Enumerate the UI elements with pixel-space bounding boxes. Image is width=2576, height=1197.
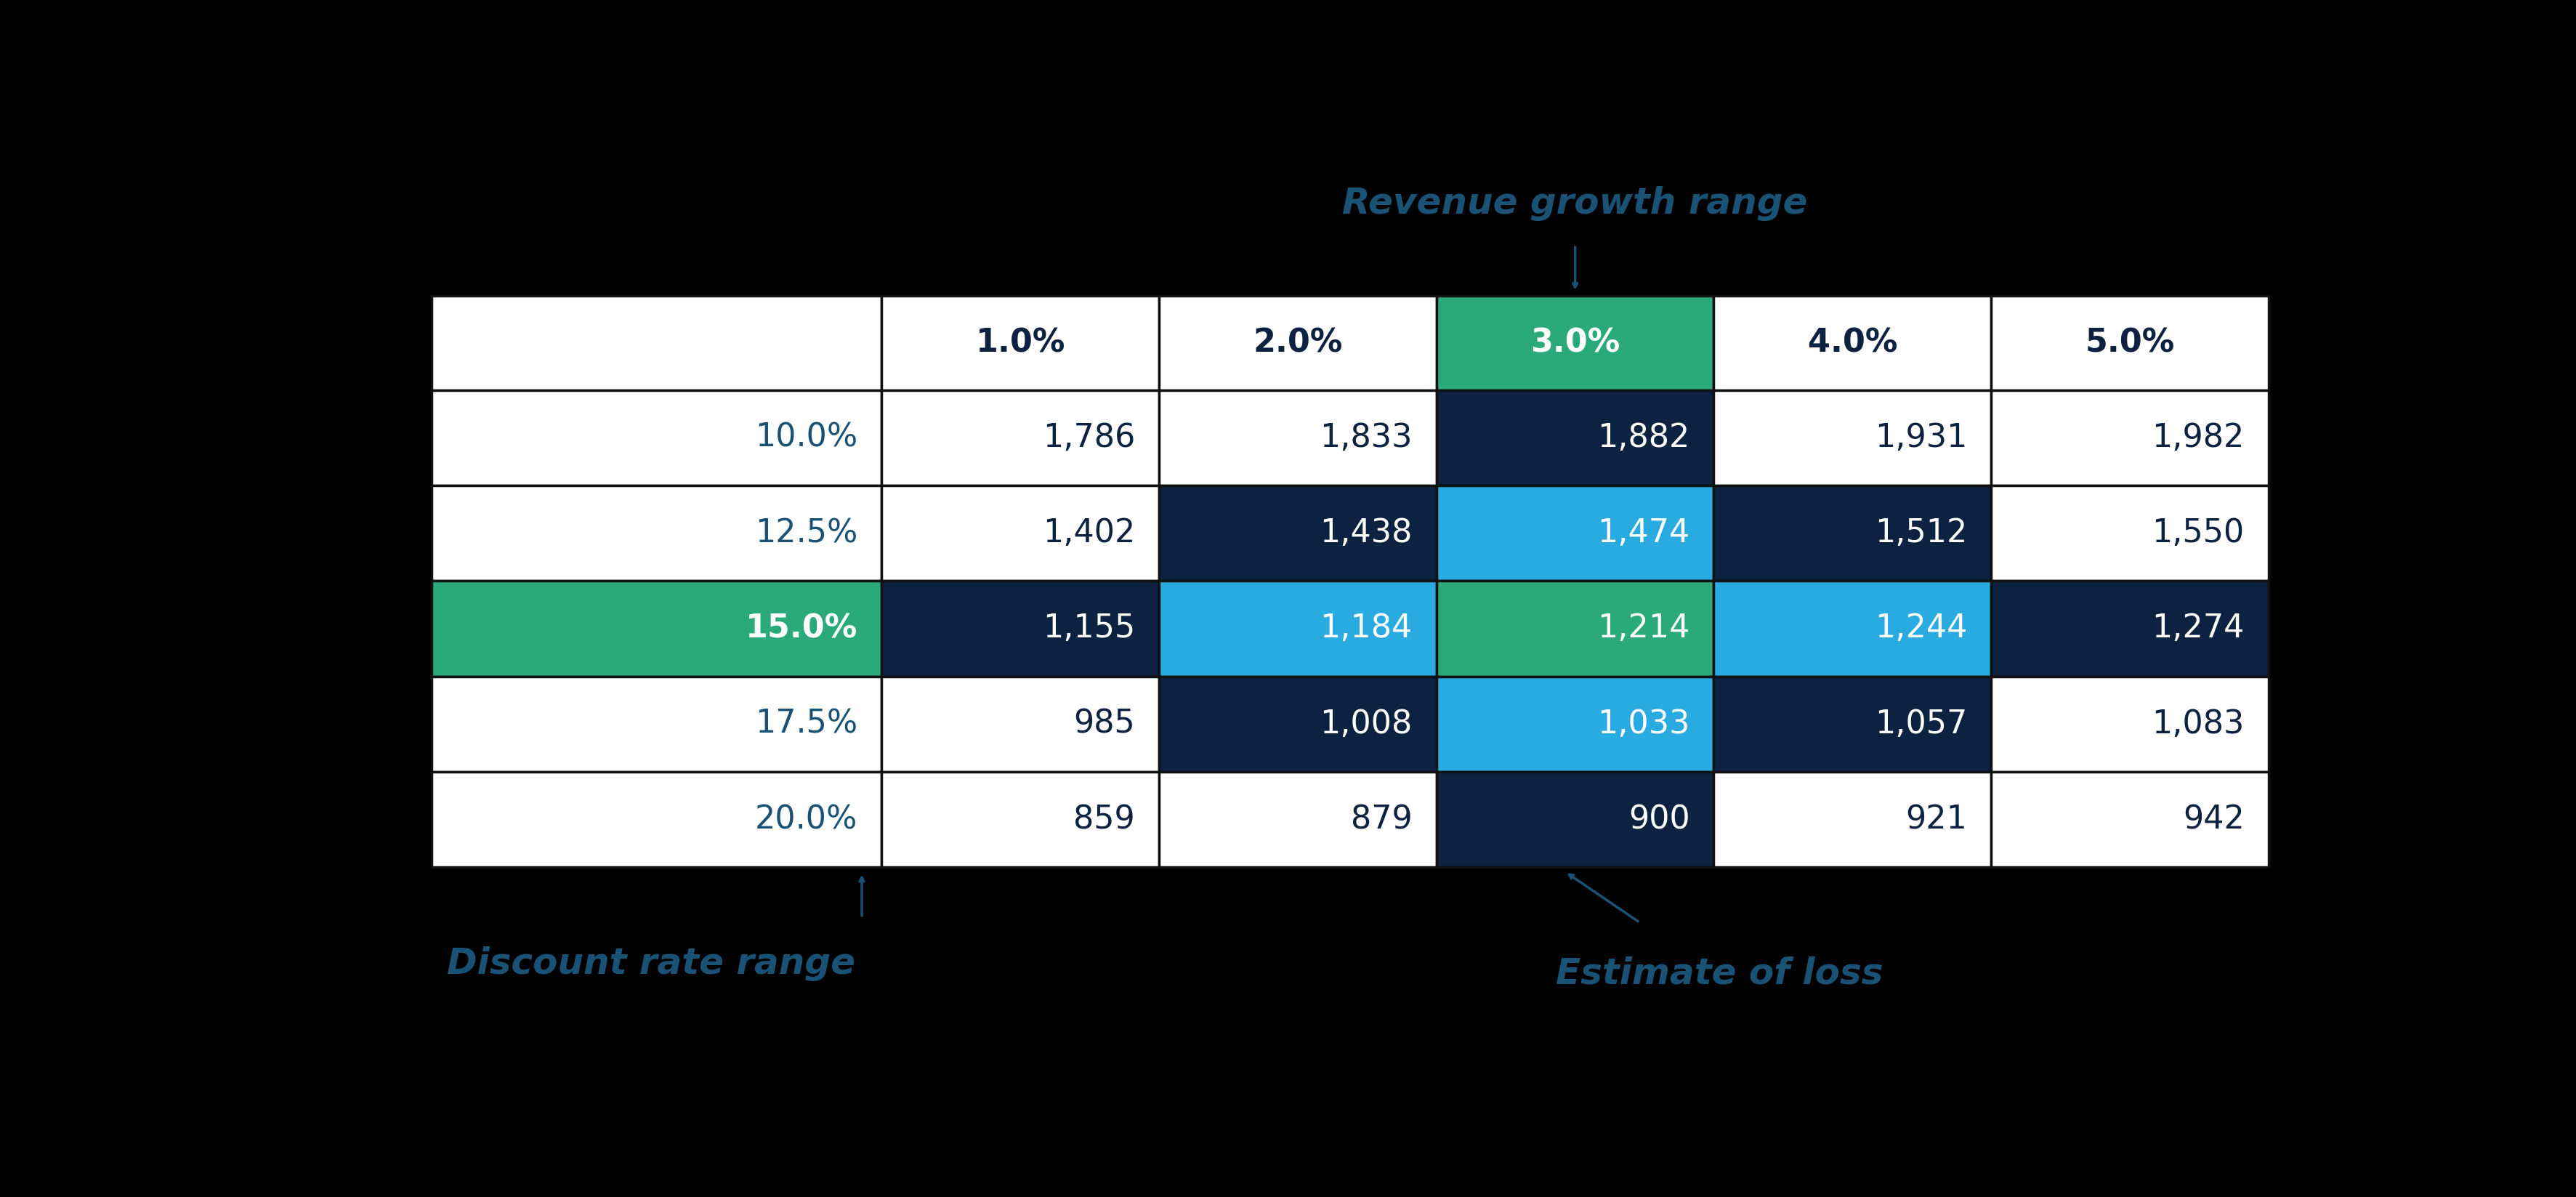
Text: 17.5%: 17.5% — [755, 709, 858, 740]
Text: 879: 879 — [1350, 804, 1412, 836]
Text: 1,438: 1,438 — [1319, 517, 1412, 548]
Bar — [1437, 581, 1713, 676]
Bar — [881, 581, 1159, 676]
Bar — [881, 772, 1159, 867]
Bar — [1713, 390, 1991, 486]
Text: 900: 900 — [1628, 804, 1690, 836]
Bar — [1437, 296, 1713, 390]
Bar — [1991, 296, 2269, 390]
Bar — [1437, 676, 1713, 772]
Text: 2.0%: 2.0% — [1252, 327, 1342, 358]
Text: 1,244: 1,244 — [1875, 613, 1968, 644]
Text: 1,083: 1,083 — [2151, 709, 2244, 740]
Bar — [1437, 390, 1713, 486]
Text: Estimate of loss: Estimate of loss — [1556, 955, 1883, 991]
Bar — [433, 772, 881, 867]
Text: 1,274: 1,274 — [2151, 613, 2244, 644]
Bar — [433, 296, 881, 390]
Bar — [433, 390, 881, 486]
Bar — [1159, 296, 1437, 390]
Bar — [1713, 581, 1991, 676]
Text: 921: 921 — [1906, 804, 1968, 836]
Text: 1,474: 1,474 — [1597, 517, 1690, 548]
Text: 1,214: 1,214 — [1597, 613, 1690, 644]
Text: 20.0%: 20.0% — [755, 804, 858, 836]
Text: 985: 985 — [1074, 709, 1136, 740]
Bar — [1991, 772, 2269, 867]
Text: 1,184: 1,184 — [1319, 613, 1412, 644]
Text: 942: 942 — [2182, 804, 2244, 836]
Bar — [881, 390, 1159, 486]
Text: 4.0%: 4.0% — [1808, 327, 1899, 358]
Text: 5.0%: 5.0% — [2084, 327, 2174, 358]
Bar — [1437, 486, 1713, 581]
Bar — [1713, 486, 1991, 581]
Text: 1.0%: 1.0% — [976, 327, 1066, 358]
Text: 1,008: 1,008 — [1319, 709, 1412, 740]
Bar — [1159, 772, 1437, 867]
Text: 12.5%: 12.5% — [755, 517, 858, 548]
Text: 1,402: 1,402 — [1043, 517, 1136, 548]
Bar — [881, 676, 1159, 772]
Text: 3.0%: 3.0% — [1530, 327, 1620, 358]
Bar — [433, 486, 881, 581]
Text: 1,550: 1,550 — [2151, 517, 2244, 548]
Bar — [1713, 772, 1991, 867]
Text: Revenue growth range: Revenue growth range — [1342, 186, 1808, 221]
Text: Discount rate range: Discount rate range — [448, 947, 855, 982]
Text: 859: 859 — [1074, 804, 1136, 836]
Text: 1,882: 1,882 — [1597, 423, 1690, 454]
Text: 15.0%: 15.0% — [744, 613, 858, 644]
Bar — [1991, 486, 2269, 581]
Bar — [1991, 390, 2269, 486]
Bar — [1991, 581, 2269, 676]
Bar — [1159, 581, 1437, 676]
Bar — [433, 676, 881, 772]
Text: 1,155: 1,155 — [1043, 613, 1136, 644]
Text: 1,786: 1,786 — [1043, 423, 1136, 454]
Text: 10.0%: 10.0% — [755, 423, 858, 454]
Bar — [1713, 296, 1991, 390]
Text: 1,512: 1,512 — [1875, 517, 1968, 548]
Bar — [881, 486, 1159, 581]
Bar — [1159, 390, 1437, 486]
Bar — [433, 581, 881, 676]
Text: 1,931: 1,931 — [1875, 423, 1968, 454]
Text: 1,982: 1,982 — [2151, 423, 2244, 454]
Bar — [1991, 676, 2269, 772]
Bar — [881, 296, 1159, 390]
Bar — [1159, 486, 1437, 581]
Text: 1,033: 1,033 — [1597, 709, 1690, 740]
Bar — [1437, 772, 1713, 867]
Bar — [1713, 676, 1991, 772]
Bar — [1159, 676, 1437, 772]
Text: 1,833: 1,833 — [1319, 423, 1412, 454]
Text: 1,057: 1,057 — [1875, 709, 1968, 740]
